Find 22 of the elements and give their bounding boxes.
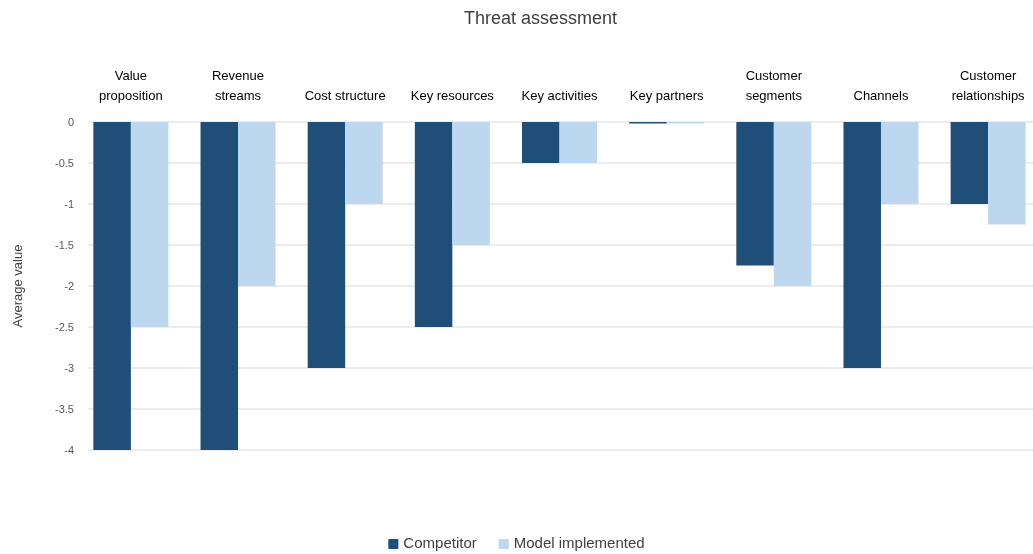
y-axis-title: Average value	[10, 244, 25, 328]
y-tick-label: -1	[64, 198, 74, 211]
y-tick-label: -0.5	[55, 157, 74, 170]
y-tick-label: -2.5	[55, 321, 74, 334]
chart-title: Threat assessment	[463, 8, 618, 28]
y-tick-label: 0	[67, 116, 74, 129]
y-tick-label: -2	[64, 280, 74, 293]
y-tick-label: -3.5	[55, 403, 74, 416]
x-tick-label: Key activities	[521, 88, 598, 103]
legend-label: Competitor	[403, 534, 477, 551]
y-tick-label: -4	[64, 444, 74, 457]
x-tick-label: Customer segments	[745, 68, 803, 103]
x-tick-label: Channels	[853, 88, 909, 103]
x-tick-label: Key resources	[410, 88, 495, 103]
x-tick-label: Cost structure	[304, 88, 386, 103]
x-tick-label: Customer relationships	[951, 68, 1026, 103]
legend-label: Model implemented	[513, 534, 645, 551]
x-tick-label: Value proposition	[99, 68, 163, 103]
x-tick-label: Revenue streams	[212, 68, 265, 103]
y-tick-label: -3	[64, 362, 74, 375]
y-tick-label: -1.5	[55, 239, 74, 252]
x-tick-label: Key partners	[629, 88, 705, 103]
